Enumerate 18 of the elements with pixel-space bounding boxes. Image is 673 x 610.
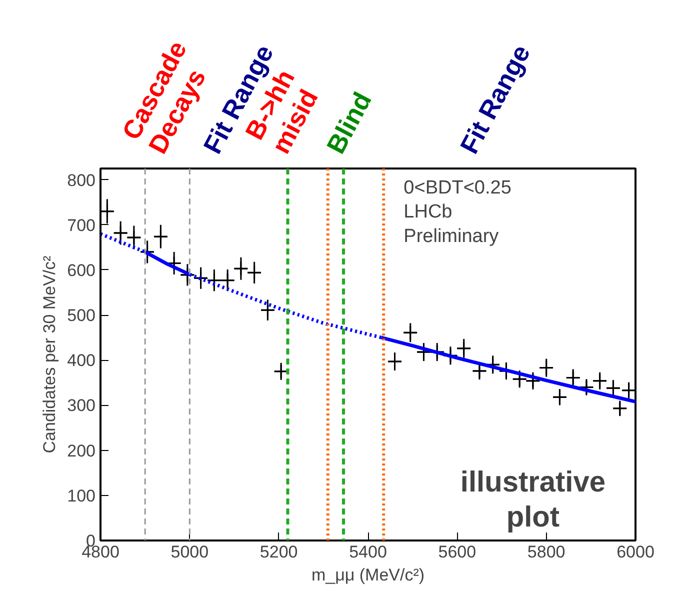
y-axis-title: Candidates per 30 MeV/c² [40, 255, 60, 454]
y-tick-label: 100 [67, 486, 96, 506]
y-tick-label: 300 [67, 396, 96, 416]
y-tick-label: 600 [67, 260, 96, 280]
x-tick-label: 6000 [616, 542, 654, 562]
x-axis-title: m_μμ (MeV/c²) [311, 566, 425, 584]
y-tick-label: 500 [67, 306, 96, 326]
y-tick-label: 400 [67, 351, 96, 370]
x-tick-label: 5000 [170, 542, 209, 562]
x-tick-label: 5600 [438, 542, 476, 562]
x-tick-label: 5200 [260, 542, 298, 562]
y-tick-label: 800 [67, 170, 96, 190]
y-tick-label: 200 [67, 441, 96, 460]
x-tick-label: 5800 [527, 542, 566, 562]
y-tick-label: 700 [67, 216, 96, 235]
annotation: 0<BDT<0.25 LHCb Preliminary [404, 178, 512, 247]
x-tick-label: 5400 [349, 542, 387, 562]
annotation: illustrative plot [460, 466, 606, 534]
